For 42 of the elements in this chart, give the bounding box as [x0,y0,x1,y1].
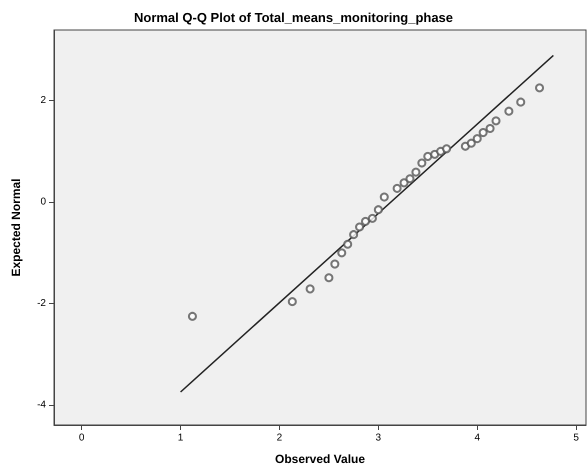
point [492,116,501,126]
x-tick-label: 4 [474,432,480,444]
x-tick-label: 0 [78,432,85,444]
point [535,83,544,92]
point [400,178,409,188]
point [360,216,370,226]
point [374,205,383,214]
point [486,124,495,133]
point [324,273,334,282]
point [405,174,414,184]
x-tick-label: 3 [376,432,382,444]
y-axis-title: Expected Normal [9,178,23,277]
y-tick-label: -2 [37,298,46,310]
x-tick-label: 2 [276,432,283,444]
point [188,312,197,321]
point [411,168,420,177]
point [392,184,402,193]
point [430,150,440,159]
point [330,260,340,269]
x-axis-title: Observed Value [274,452,366,466]
point [423,152,432,161]
point [349,230,358,240]
point [355,222,364,232]
point [343,240,352,249]
x-tick-label: 1 [178,432,184,444]
y-tick-label: 2 [40,95,46,106]
x-tick-label: 5 [573,432,580,444]
y-tick-label: 0 [40,196,46,208]
point [368,214,377,223]
chart-title: Normal Q-Q Plot of Total_means_monitoring_phase [134,10,454,25]
point [417,158,426,168]
point [472,134,482,144]
point [442,144,452,154]
point [466,138,476,148]
point [380,192,389,202]
point [288,297,297,306]
point [516,98,526,107]
y-tick-label: -4 [37,400,46,411]
point [478,128,488,138]
point [306,284,315,294]
point [504,106,514,116]
point [337,248,346,258]
